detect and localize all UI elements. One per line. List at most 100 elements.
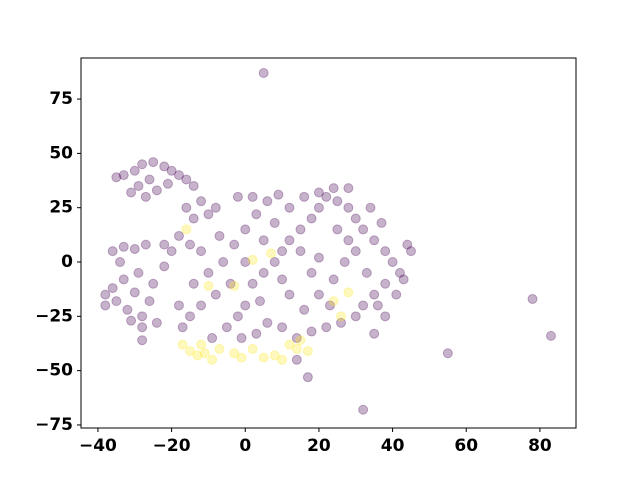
point bbox=[365, 202, 376, 213]
point bbox=[118, 274, 129, 285]
point bbox=[369, 289, 380, 300]
point bbox=[232, 311, 243, 322]
point bbox=[247, 343, 258, 354]
point bbox=[527, 293, 538, 304]
point bbox=[336, 311, 347, 322]
point bbox=[302, 372, 313, 383]
point bbox=[258, 235, 269, 246]
point bbox=[284, 339, 295, 350]
point bbox=[126, 315, 137, 326]
point bbox=[380, 278, 391, 289]
point bbox=[196, 339, 207, 350]
x-tick-label: −20 bbox=[153, 436, 191, 456]
point bbox=[350, 311, 361, 322]
point bbox=[247, 254, 258, 265]
point bbox=[295, 224, 306, 235]
point bbox=[185, 311, 196, 322]
point bbox=[269, 257, 280, 268]
point bbox=[181, 224, 192, 235]
point bbox=[185, 346, 196, 357]
point bbox=[122, 304, 133, 315]
y-tick-label: −75 bbox=[35, 415, 73, 435]
point bbox=[192, 350, 203, 361]
point bbox=[394, 267, 405, 278]
point bbox=[207, 354, 218, 365]
point bbox=[266, 248, 277, 259]
point bbox=[137, 335, 148, 346]
point bbox=[207, 333, 218, 344]
point bbox=[240, 300, 251, 311]
point bbox=[284, 202, 295, 213]
x-tick-label: 80 bbox=[528, 436, 552, 456]
point bbox=[406, 246, 416, 257]
point bbox=[332, 224, 343, 235]
point bbox=[277, 322, 288, 333]
point bbox=[328, 296, 339, 307]
x-tick-label: 20 bbox=[307, 436, 331, 456]
point bbox=[177, 339, 188, 350]
point bbox=[236, 352, 247, 363]
point bbox=[321, 191, 332, 202]
point bbox=[229, 239, 240, 250]
point bbox=[369, 235, 380, 246]
point bbox=[402, 239, 413, 250]
point bbox=[376, 217, 387, 228]
point bbox=[306, 326, 317, 337]
point bbox=[151, 185, 162, 196]
point bbox=[173, 300, 184, 311]
point bbox=[214, 343, 225, 354]
point bbox=[240, 224, 251, 235]
point bbox=[151, 317, 162, 328]
point bbox=[306, 267, 317, 278]
point bbox=[273, 189, 284, 200]
point bbox=[254, 296, 265, 307]
point bbox=[196, 246, 207, 257]
point bbox=[111, 296, 122, 307]
point bbox=[247, 191, 258, 202]
point bbox=[214, 230, 225, 241]
point bbox=[107, 246, 118, 257]
point bbox=[100, 289, 111, 300]
point bbox=[332, 196, 343, 207]
point bbox=[210, 202, 221, 213]
point bbox=[251, 209, 262, 220]
point bbox=[166, 165, 177, 176]
point bbox=[328, 274, 339, 285]
point bbox=[291, 343, 302, 354]
point bbox=[343, 235, 354, 246]
point bbox=[148, 157, 159, 168]
point bbox=[137, 159, 148, 170]
point bbox=[140, 239, 151, 250]
point bbox=[185, 239, 196, 250]
x-tick-label: −40 bbox=[79, 436, 117, 456]
point bbox=[339, 257, 350, 268]
point bbox=[181, 174, 192, 185]
point bbox=[229, 348, 240, 359]
y-tick-label: 50 bbox=[49, 143, 73, 163]
point bbox=[284, 235, 295, 246]
point bbox=[343, 287, 354, 298]
point bbox=[129, 287, 140, 298]
point bbox=[218, 257, 229, 268]
x-tick-label: 60 bbox=[454, 436, 478, 456]
point bbox=[159, 261, 170, 272]
point bbox=[262, 317, 273, 328]
y-tick-label: −25 bbox=[35, 306, 73, 326]
point bbox=[229, 280, 240, 291]
point bbox=[545, 330, 556, 341]
point bbox=[118, 241, 129, 252]
point bbox=[159, 239, 170, 250]
point bbox=[232, 191, 243, 202]
point bbox=[181, 202, 192, 213]
point bbox=[321, 322, 332, 333]
point bbox=[188, 180, 199, 191]
point bbox=[140, 191, 151, 202]
point bbox=[166, 246, 177, 257]
point bbox=[350, 213, 361, 224]
x-tick-label: 0 bbox=[239, 436, 251, 456]
point bbox=[177, 322, 188, 333]
point bbox=[442, 348, 453, 359]
point bbox=[258, 352, 269, 363]
point bbox=[203, 267, 214, 278]
point bbox=[350, 246, 361, 257]
